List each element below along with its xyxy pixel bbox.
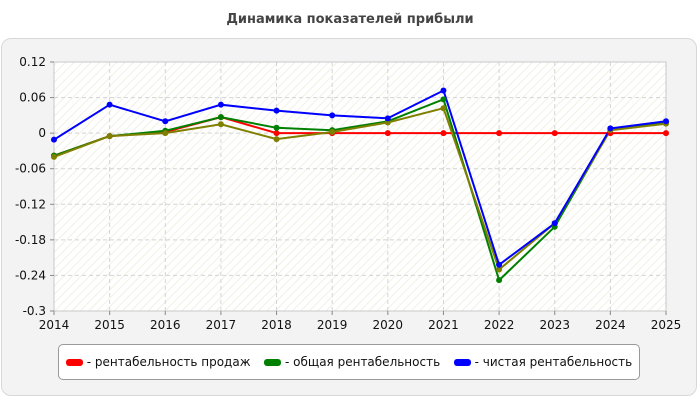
data-point-1 — [496, 277, 503, 284]
legend-swatch-net — [453, 358, 471, 366]
series-line-2 — [53, 89, 667, 267]
y-axis: 0.12 0.06 0 -0.06 -0.12 -0.18 -0.24 -0.3 — [15, 55, 54, 318]
data-point-2 — [51, 136, 57, 143]
data-point-0 — [384, 130, 391, 137]
x-tick-label: 2018 — [261, 318, 292, 332]
legend-label-sales: - рентабельность продаж — [86, 355, 251, 369]
x-tick-label: 2019 — [317, 318, 348, 332]
plot-area — [53, 61, 667, 312]
y-tick-label: -0.24 — [15, 268, 46, 282]
data-point-2 — [551, 220, 558, 227]
data-point-0 — [273, 130, 280, 137]
data-point-0 — [551, 130, 558, 137]
data-point-1 — [273, 124, 280, 131]
data-point-0 — [496, 130, 503, 137]
x-tick-label: 2020 — [373, 318, 404, 332]
x-tick-label: 2015 — [94, 318, 125, 332]
legend-swatch-total — [264, 358, 282, 366]
x-tick-label: 2025 — [651, 318, 682, 332]
data-point-3 — [162, 130, 169, 137]
data-point-2 — [496, 261, 503, 268]
legend-item-total: - общая рентабельность — [264, 355, 440, 369]
chart-title: Динамика показателей прибыли — [226, 12, 474, 27]
data-point-3 — [106, 133, 113, 140]
data-point-3 — [440, 105, 447, 112]
y-tick-label: 0.12 — [19, 55, 46, 69]
data-point-3 — [217, 121, 224, 128]
legend: - рентабельность продаж - общая рентабел… — [58, 344, 640, 380]
series-line-1 — [53, 97, 667, 283]
data-point-3 — [51, 153, 57, 160]
legend-label-total: - общая рентабельность — [285, 355, 441, 369]
y-tick-label: -0.12 — [15, 197, 46, 211]
x-axis: 2014 2015 2016 2017 2018 2019 2020 2021 2022 2023… — [39, 311, 682, 332]
data-point-3 — [496, 266, 503, 273]
y-tick-label: -0.3 — [23, 304, 46, 318]
legend-item-sales: - рентабельность продаж — [65, 355, 251, 369]
y-tick-label: 0.06 — [19, 91, 46, 105]
data-point-2 — [329, 112, 336, 119]
data-point-2 — [663, 118, 669, 125]
y-tick-label: -0.06 — [15, 162, 46, 176]
data-point-3 — [384, 119, 391, 126]
y-tick-label: -0.18 — [15, 233, 46, 247]
data-point-3 — [273, 136, 280, 143]
series-points — [51, 87, 669, 284]
legend-item-net: - чистая рентабельность — [453, 355, 633, 369]
series-lines — [53, 89, 667, 283]
data-point-2 — [607, 125, 614, 132]
data-point-1 — [440, 96, 447, 103]
data-point-2 — [384, 115, 391, 122]
data-point-2 — [106, 101, 113, 108]
x-tick-label: 2016 — [150, 318, 181, 332]
x-tick-label: 2017 — [206, 318, 237, 332]
data-point-2 — [440, 87, 447, 94]
legend-label-net: - чистая рентабельность — [474, 355, 633, 369]
y-tick-label: 0 — [38, 126, 46, 140]
x-tick-label: 2021 — [428, 318, 459, 332]
x-tick-label: 2024 — [595, 318, 626, 332]
x-tick-label: 2014 — [39, 318, 70, 332]
legend-swatch-sales — [65, 358, 83, 366]
data-point-2 — [162, 118, 169, 125]
data-point-1 — [217, 114, 224, 121]
x-tick-label: 2022 — [484, 318, 515, 332]
data-point-2 — [217, 101, 224, 108]
data-point-0 — [663, 130, 669, 137]
x-tick-label: 2023 — [539, 318, 570, 332]
data-point-3 — [329, 128, 336, 135]
data-point-2 — [273, 107, 280, 114]
data-point-0 — [440, 130, 447, 137]
